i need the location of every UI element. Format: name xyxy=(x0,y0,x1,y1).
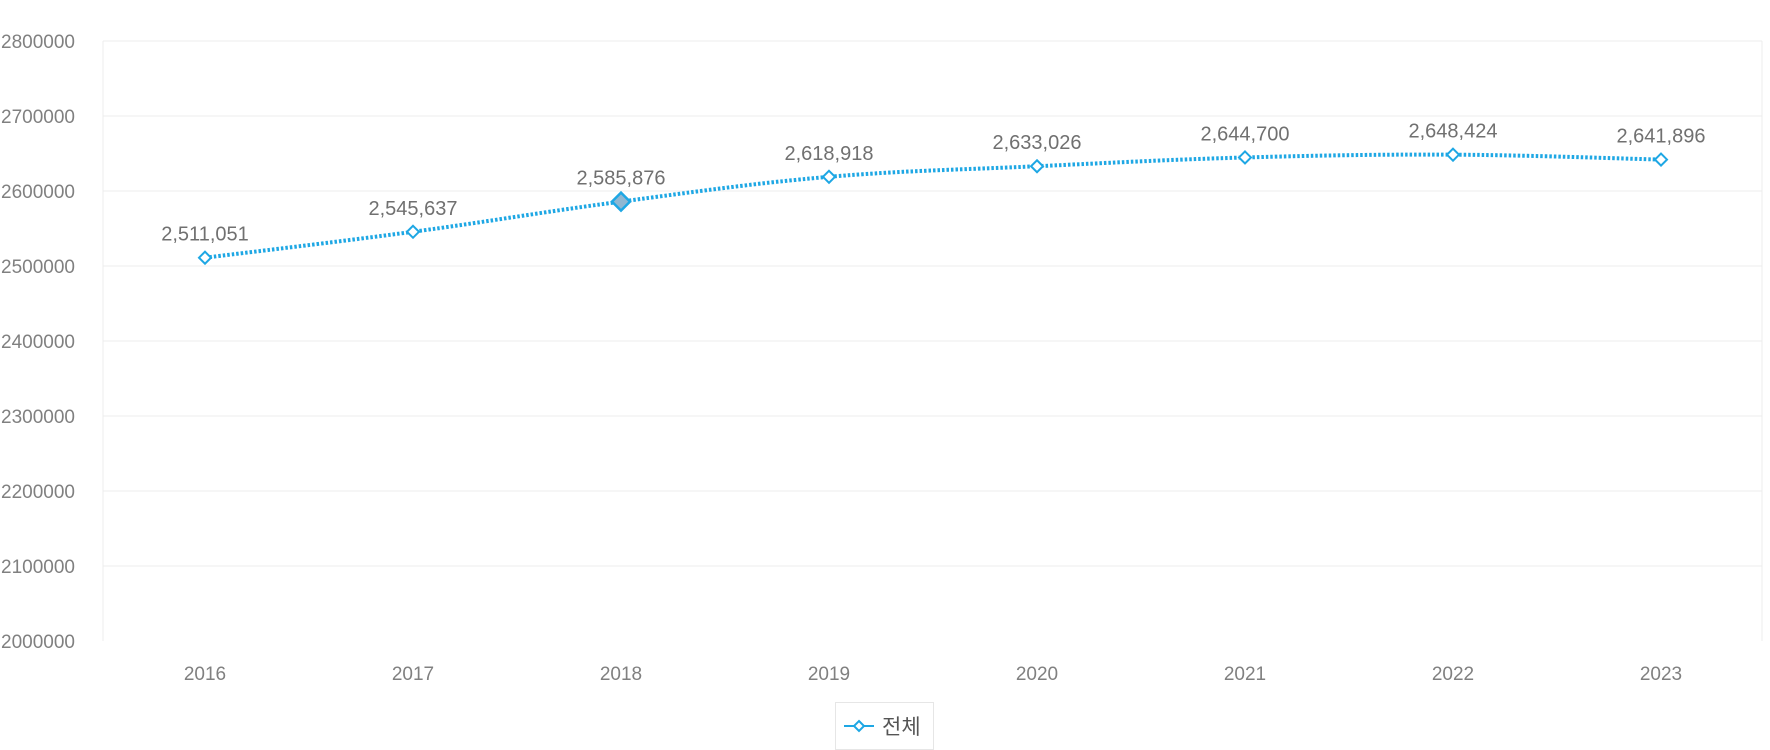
data-point-marker[interactable] xyxy=(610,190,632,213)
y-tick-label: 2000000 xyxy=(1,632,75,653)
y-tick-label: 2500000 xyxy=(1,257,75,278)
data-point-marker[interactable] xyxy=(821,169,837,185)
legend-label: 전체 xyxy=(882,715,921,739)
y-tick-label: 2200000 xyxy=(1,482,75,503)
x-tick-label: 2017 xyxy=(392,664,434,685)
data-point-marker[interactable] xyxy=(197,250,213,266)
y-tick-label: 2700000 xyxy=(1,107,75,128)
data-point-marker[interactable] xyxy=(1653,152,1669,167)
y-tick-label: 2300000 xyxy=(1,407,75,428)
series-marker-layer xyxy=(197,147,1669,266)
y-tick-label: 2800000 xyxy=(1,32,75,53)
chart-canvas: 2000000 2100000 2200000 2300000 2400000 25000… xyxy=(1,32,1763,685)
y-tick-label: 2600000 xyxy=(1,182,75,203)
data-label: 2,644,700 xyxy=(1201,123,1290,145)
data-label: 2,648,424 xyxy=(1409,121,1498,143)
x-tick-label: 2016 xyxy=(184,664,226,685)
y-tick-label: 2400000 xyxy=(1,332,75,353)
grid-layer xyxy=(102,40,1763,641)
x-tick-label: 2020 xyxy=(1016,664,1058,685)
data-point-marker[interactable] xyxy=(405,224,421,240)
data-label: 2,633,026 xyxy=(993,132,1082,154)
legend-diamond-icon xyxy=(844,719,874,733)
data-label-layer: 2,511,051 2,545,637 2,585,876 2,618,918 2,63… xyxy=(161,121,1705,246)
data-label: 2,641,896 xyxy=(1617,126,1706,148)
data-point-marker[interactable] xyxy=(1237,150,1253,165)
data-label: 2,618,918 xyxy=(785,143,874,165)
x-tick-label: 2022 xyxy=(1432,664,1474,685)
x-tick-label: 2019 xyxy=(808,664,850,685)
x-tick-label: 2023 xyxy=(1640,664,1682,685)
x-tick-label: 2021 xyxy=(1224,664,1266,685)
data-point-marker[interactable] xyxy=(1029,158,1045,174)
data-label: 2,511,051 xyxy=(161,224,249,246)
data-label: 2,585,876 xyxy=(577,168,666,190)
x-axis-ticks: 2016 2017 2018 2019 2020 2021 2022 2023 xyxy=(184,664,1682,685)
data-label: 2,545,637 xyxy=(369,198,458,220)
legend[interactable]: 전체 xyxy=(835,702,934,750)
data-point-marker[interactable] xyxy=(1445,147,1461,163)
y-tick-label: 2100000 xyxy=(1,557,75,578)
x-tick-label: 2018 xyxy=(600,664,642,685)
y-axis-ticks: 2000000 2100000 2200000 2300000 2400000 25000… xyxy=(1,32,75,653)
